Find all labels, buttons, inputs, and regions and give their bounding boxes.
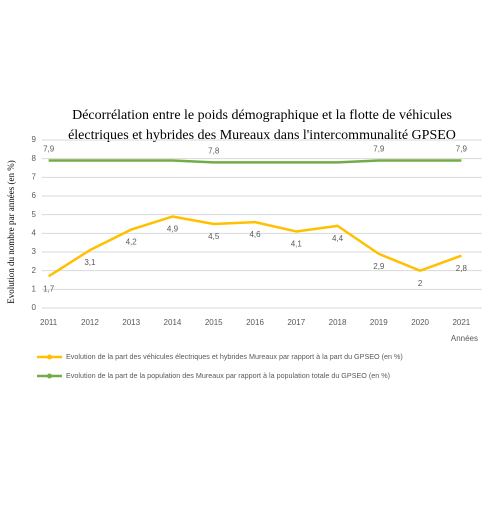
y-tick-label: 5 [32,210,37,219]
y-tick-label: 7 [32,172,37,181]
chart-title: électriques et hybrides des Mureaux dans… [68,128,456,143]
data-label: 4,6 [249,230,261,239]
x-tick-label: 2015 [205,318,223,327]
x-axis-label: Années [451,334,478,343]
legend-marker [47,373,52,379]
x-tick-label: 2014 [164,318,182,327]
data-label: 4,9 [167,225,179,234]
legend-marker [47,354,52,360]
series-line [47,215,462,278]
x-tick-label: 2021 [452,318,470,327]
data-label: 4,5 [208,232,220,241]
data-label: 1,7 [43,284,55,293]
data-label: 2,9 [373,262,385,271]
data-label: 2,8 [456,264,468,273]
y-tick-label: 9 [32,135,37,144]
data-label: 3,1 [84,258,96,267]
x-tick-label: 2019 [370,318,388,327]
x-tick-label: 2017 [287,318,305,327]
series-line [48,159,462,164]
y-axis-label: Evolution du nombre par années (en %) [6,160,16,303]
legend-label: Evolution de la part de la population de… [66,371,390,380]
y-tick-label: 2 [32,266,37,275]
y-tick-label: 3 [32,247,37,256]
y-tick-label: 0 [32,303,37,312]
y-tick-label: 8 [32,154,37,163]
data-label: 7,8 [208,147,220,156]
data-label: 2 [418,279,423,288]
y-tick-label: 4 [32,228,37,237]
legend-label: Evolution de la part des véhicules élect… [66,352,403,361]
data-label: 4,2 [126,238,138,247]
data-label: 7,9 [373,145,385,154]
data-label: 7,9 [43,145,55,154]
x-tick-label: 2013 [122,318,140,327]
y-tick-label: 1 [32,284,37,293]
x-tick-label: 2020 [411,318,429,327]
x-tick-label: 2012 [81,318,99,327]
x-tick-label: 2018 [329,318,347,327]
data-label: 7,9 [456,145,468,154]
chart-title: Décorrélation entre le poids démographiq… [72,108,452,123]
x-tick-label: 2016 [246,318,264,327]
y-tick-label: 6 [32,191,37,200]
data-label: 4,1 [291,240,303,249]
data-label: 4,4 [332,234,344,243]
x-tick-label: 2011 [40,318,58,327]
